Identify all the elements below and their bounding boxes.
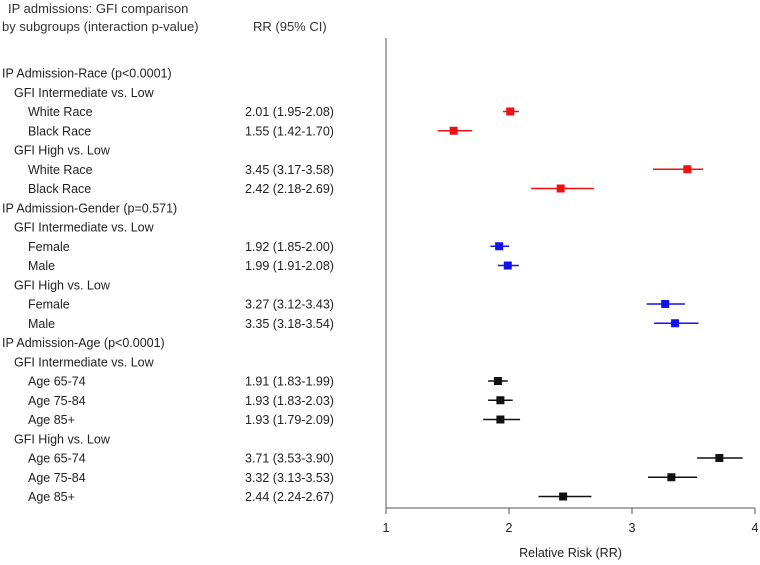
x-axis-label: Relative Risk (RR): [519, 546, 622, 560]
point-estimate: [449, 126, 458, 135]
subgroup-label: Age 65-74: [28, 452, 86, 466]
subgroup-label: White Race: [28, 105, 93, 119]
x-tick-label: 1: [383, 521, 390, 535]
rr-ci-value: 3.27 (3.12-3.43): [245, 298, 334, 312]
estimates: [437, 107, 743, 501]
comparison-heading: GFI High vs. Low: [14, 144, 111, 158]
subgroup-label: Female: [28, 240, 70, 254]
point-estimate: [493, 377, 502, 385]
title-line-1: IP admissions: GFI comparison: [8, 1, 188, 16]
rr-column-header: RR (95% CI): [253, 19, 327, 34]
point-estimate: [671, 319, 680, 328]
comparison-heading: GFI Intermediate vs. Low: [14, 221, 155, 235]
rr-ci-value: 2.42 (2.18-2.69): [245, 182, 334, 196]
rr-ci-value: 1.92 (1.85-2.00): [245, 240, 334, 254]
point-estimate: [503, 261, 512, 270]
rr-ci-value: 1.99 (1.91-2.08): [245, 259, 334, 273]
point-estimate: [496, 396, 505, 405]
rr-ci-value: 2.44 (2.24-2.67): [245, 490, 334, 504]
plot-area: 1 2 3 4 Relative Risk (RR): [383, 38, 759, 560]
subgroup-label: Black Race: [28, 124, 91, 138]
title-line-2: by subgroups (interaction p-value): [2, 19, 199, 34]
comparison-heading: GFI Intermediate vs. Low: [14, 86, 155, 100]
subgroup-label: Age 85+: [28, 413, 75, 427]
subgroup-label: Age 65-74: [28, 375, 86, 389]
point-estimate: [559, 492, 568, 501]
comparison-heading: GFI High vs. Low: [14, 278, 111, 292]
comparison-heading: GFI High vs. Low: [14, 432, 111, 446]
rr-ci-value: 1.55 (1.42-1.70): [245, 124, 334, 138]
group-heading: IP Admission-Race (p<0.0001): [2, 67, 172, 81]
row-labels: IP Admission-Race (p<0.0001) GFI Intermed…: [2, 67, 177, 505]
point-estimate: [661, 300, 670, 308]
point-estimate: [715, 454, 724, 462]
rr-ci-value: 3.35 (3.18-3.54): [245, 317, 334, 331]
rr-ci-value: 3.32 (3.13-3.53): [245, 471, 334, 485]
rr-ci-value: 1.93 (1.83-2.03): [245, 394, 334, 408]
point-estimate: [667, 473, 676, 482]
point-estimate: [506, 107, 515, 116]
subgroup-label: Male: [28, 317, 55, 331]
table-header: IP admissions: GFI comparison by subgrou…: [2, 1, 327, 34]
subgroup-label: Age 75-84: [28, 471, 86, 485]
subgroup-label: Female: [28, 298, 70, 312]
point-estimate: [496, 415, 505, 424]
rr-ci-value: 1.91 (1.83-1.99): [245, 375, 334, 389]
group-heading: IP Admission-Gender (p=0.571): [2, 201, 177, 215]
rr-ci-value: 3.45 (3.17-3.58): [245, 163, 334, 177]
point-estimate: [683, 165, 692, 174]
comparison-heading: GFI Intermediate vs. Low: [14, 355, 155, 369]
x-tick-label: 3: [629, 521, 636, 535]
rr-ci-value: 2.01 (1.95-2.08): [245, 105, 334, 119]
subgroup-label: Age 85+: [28, 490, 75, 504]
rr-ci-value: 3.71 (3.53-3.90): [245, 452, 334, 466]
subgroup-label: White Race: [28, 163, 93, 177]
subgroup-label: Male: [28, 259, 55, 273]
point-estimate: [495, 242, 504, 251]
point-estimate: [556, 184, 565, 193]
subgroup-label: Black Race: [28, 182, 91, 196]
rr-ci-value: 1.93 (1.79-2.09): [245, 413, 334, 427]
subgroup-label: Age 75-84: [28, 394, 86, 408]
x-tick-label: 4: [752, 521, 759, 535]
group-heading: IP Admission-Age (p<0.0001): [2, 336, 165, 350]
x-tick-label: 2: [506, 521, 513, 535]
rr-ci-values: 2.01 (1.95-2.08) 1.55 (1.42-1.70) 3.45 (3.…: [245, 105, 334, 504]
x-axis-ticks: 1 2 3 4: [383, 508, 759, 535]
